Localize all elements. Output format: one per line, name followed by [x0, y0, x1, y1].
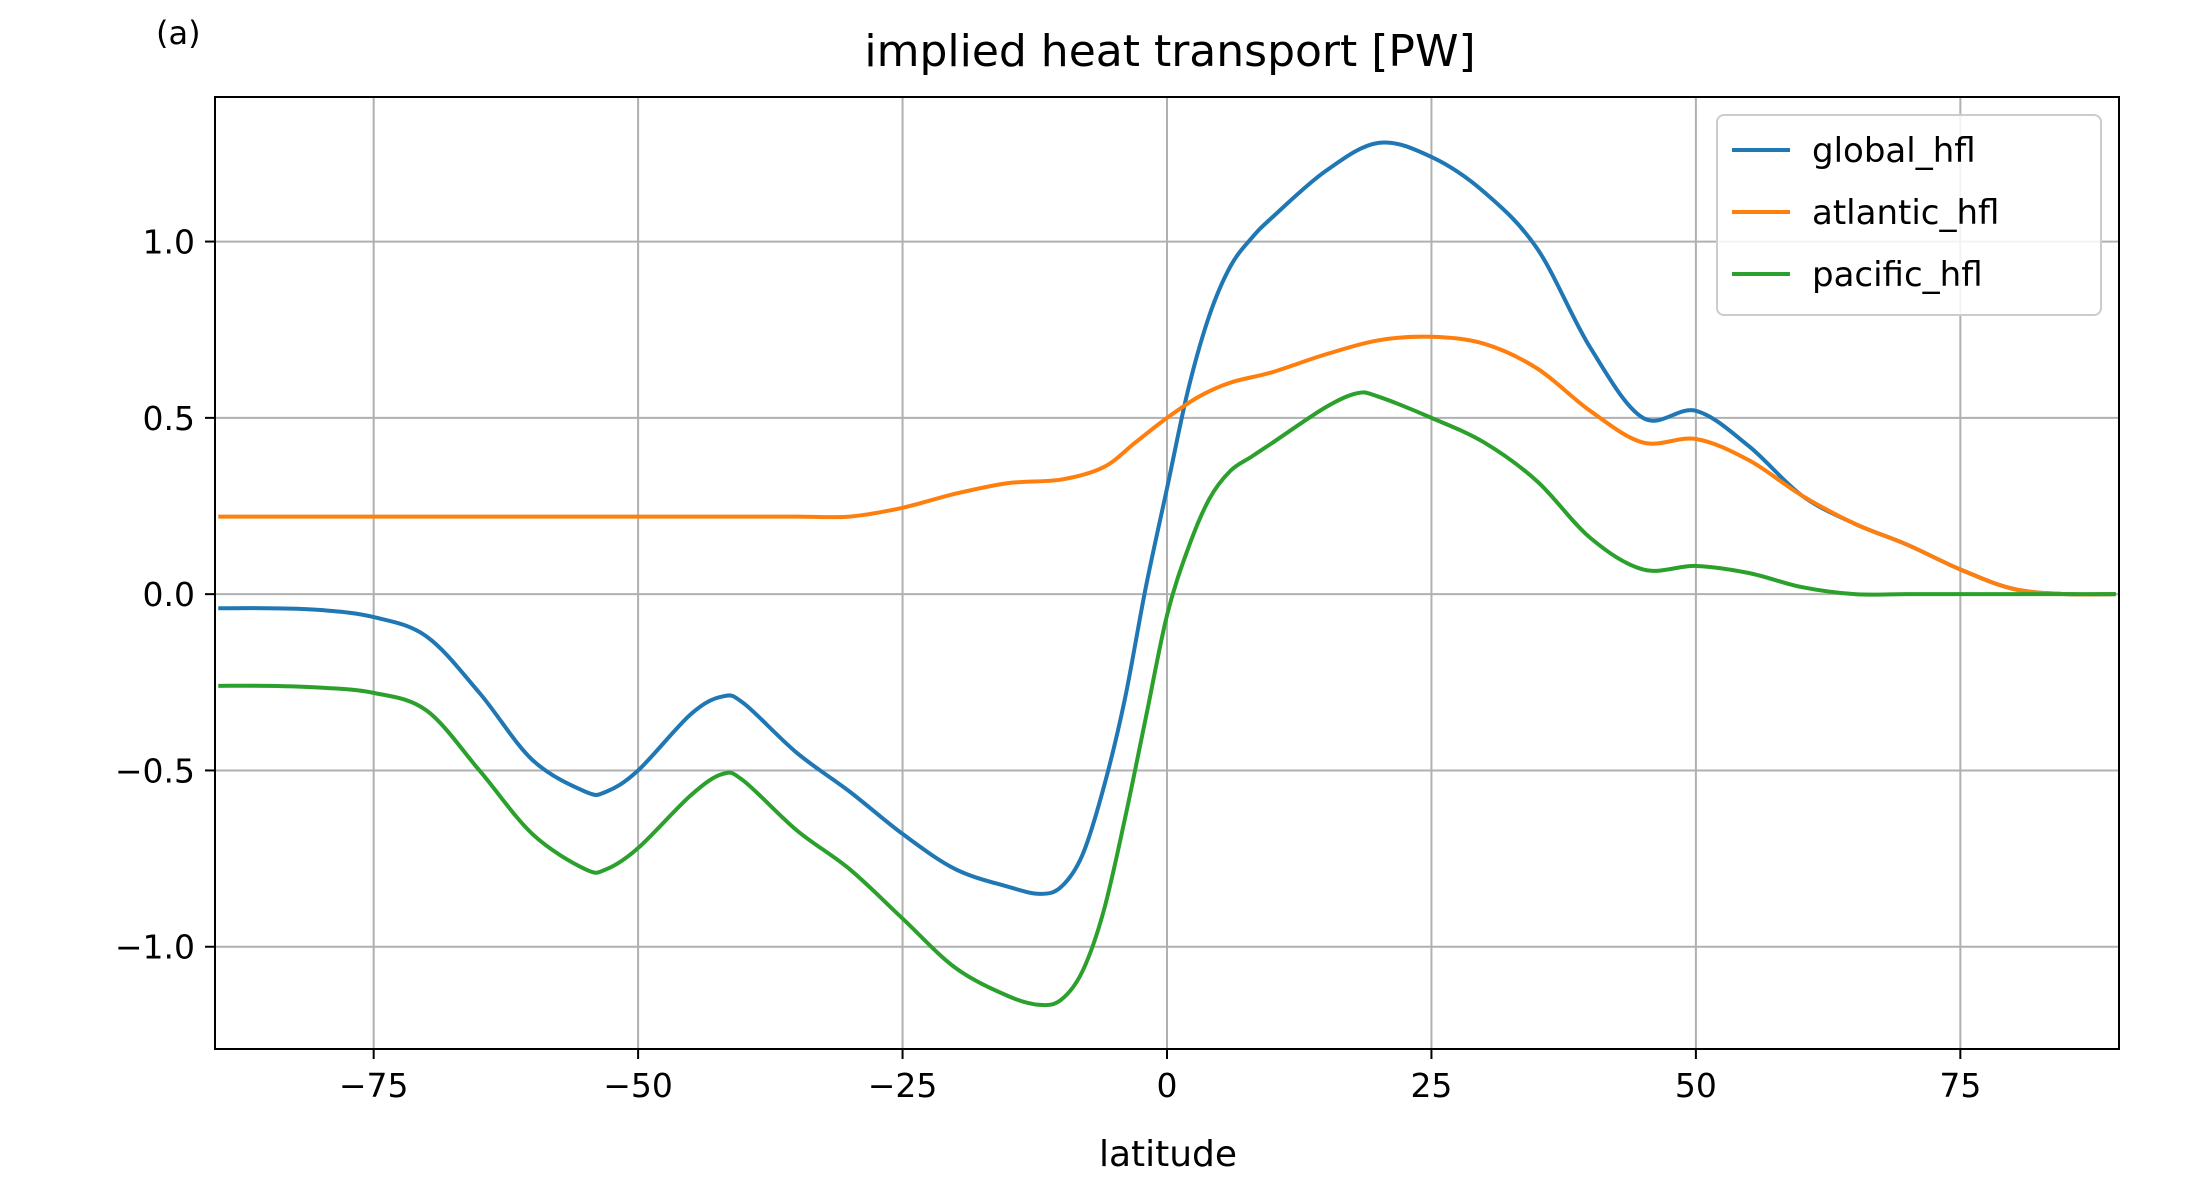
legend: global_hfl atlantic_hfl pacific_hfl — [1716, 114, 2102, 316]
x-tick-label: 75 — [1939, 1066, 1981, 1105]
y-tick-label: 1.0 — [143, 223, 195, 262]
chart-title: implied heat transport [PW] — [864, 26, 1475, 77]
y-tick-label: 0.0 — [143, 575, 195, 614]
plot-series — [218, 140, 2116, 1008]
x-axis-label: latitude — [1099, 1134, 1237, 1175]
legend-label: pacific_hfl — [1812, 255, 1983, 295]
x-tick-label: −75 — [339, 1066, 409, 1105]
y-tick-label: 0.5 — [143, 399, 195, 438]
series-line-atlantic-hfl — [218, 334, 2116, 597]
x-tick-label: 25 — [1410, 1066, 1452, 1105]
y-tick-label: −1.0 — [115, 928, 195, 967]
panel-label: (a) — [156, 14, 201, 52]
x-tick-label: −25 — [868, 1066, 938, 1105]
x-tick-label: 50 — [1675, 1066, 1717, 1105]
x-tick-label: −50 — [603, 1066, 673, 1105]
legend-box — [1716, 114, 2102, 316]
series-line-global-hfl — [218, 140, 2116, 896]
y-tick-label: −0.5 — [115, 751, 195, 790]
legend-label: atlantic_hfl — [1812, 193, 1999, 233]
y-axis: −1.0 −0.5 0.0 0.5 1.0 — [115, 223, 215, 967]
x-tick-label: 0 — [1157, 1066, 1178, 1105]
x-axis: −75 −50 −25 0 25 50 75 — [339, 1049, 1981, 1105]
legend-label: global_hfl — [1812, 131, 1976, 171]
series-line-pacific-hfl — [218, 390, 2116, 1008]
